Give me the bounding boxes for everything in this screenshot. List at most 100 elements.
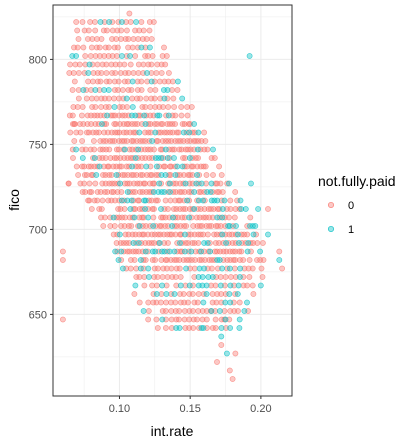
point-series-0 [130,206,137,212]
point-series-0 [117,70,124,76]
point-series-1 [96,163,103,170]
point-series-0 [125,70,132,76]
point-series-0 [154,197,161,204]
point-series-0 [88,206,95,212]
point-series-0 [128,87,135,93]
point-series-0 [226,367,233,374]
point-series-0 [92,180,99,187]
point-series-0 [204,231,211,238]
point-series-0 [147,163,154,170]
point-series-1 [123,95,130,102]
point-series-1 [142,197,149,204]
point-series-1 [166,180,173,187]
point-series-0 [184,104,190,110]
point-series-0 [183,223,190,229]
point-series-0 [203,316,210,323]
point-series-0 [161,44,167,51]
point-series-0 [202,214,209,221]
point-series-0 [200,163,207,170]
point-series-0 [150,19,157,25]
point-series-0 [139,155,145,161]
point-series-1 [135,146,142,153]
point-series-0 [85,27,92,34]
point-series-0 [231,265,238,272]
point-series-0 [102,95,108,102]
grid-lines [53,5,292,396]
point-series-0 [196,257,203,263]
point-series-1 [180,129,187,136]
point-series-0 [135,112,142,119]
point-series-0 [134,121,141,127]
point-series-0 [121,206,128,212]
point-series-0 [132,53,139,59]
point-series-0 [125,78,131,85]
point-series-0 [71,138,78,144]
point-series-1 [80,87,87,93]
point-series-0 [153,316,160,323]
point-series-0 [86,189,93,195]
point-series-0 [160,163,167,170]
point-series-1 [203,291,210,297]
point-series-0 [123,19,129,25]
point-series-0 [111,44,118,51]
point-series-0 [232,350,239,357]
point-series-0 [218,299,225,306]
point-series-0 [165,138,172,144]
point-series-1 [171,291,178,297]
point-series-0 [154,325,161,331]
point-series-0 [142,180,148,187]
point-series-0 [91,138,97,144]
point-series-1 [209,274,216,280]
point-series-0 [135,248,142,255]
point-series-0 [208,223,215,229]
point-series-0 [122,231,129,238]
point-series-0 [66,70,73,76]
point-series-1 [214,214,221,221]
point-series-0 [92,19,98,25]
point-series-0 [97,138,104,144]
point-series-0 [208,282,214,289]
point-series-1 [162,146,169,153]
point-series-1 [140,308,147,314]
point-series-1 [198,180,205,187]
point-series-0 [105,53,112,59]
point-series-0 [126,163,133,170]
point-series-0 [143,223,149,229]
point-series-0 [79,112,85,119]
point-series-1 [233,223,239,229]
point-series-1 [156,112,163,119]
point-series-0 [195,138,202,144]
point-series-0 [157,95,164,102]
point-series-0 [70,121,76,127]
point-series-0 [162,214,169,221]
point-series-0 [130,129,137,136]
point-series-0 [80,121,87,127]
point-series-0 [171,104,177,110]
point-series-1 [156,240,163,246]
point-series-0 [177,197,184,204]
point-series-0 [129,231,136,238]
point-series-0 [173,282,180,289]
point-series-0 [180,155,186,161]
point-series-1 [158,206,164,212]
point-series-0 [89,95,95,102]
point-series-0 [124,27,130,34]
point-series-0 [111,78,118,85]
point-series-1 [146,44,153,51]
point-series-0 [212,325,219,331]
point-series-1 [203,282,210,289]
point-series-0 [154,274,161,280]
point-series-1 [236,316,243,323]
y-tick-label: 700 [29,224,47,236]
point-series-1 [194,146,201,153]
point-series-0 [202,163,209,170]
point-series-1 [200,197,206,204]
point-series-0 [189,291,196,297]
point-series-0 [176,316,182,323]
point-series-0 [172,163,178,170]
point-series-0 [115,78,122,85]
point-series-1 [179,95,186,102]
point-series-0 [108,189,115,195]
point-series-0 [138,87,145,93]
point-series-0 [164,95,171,102]
